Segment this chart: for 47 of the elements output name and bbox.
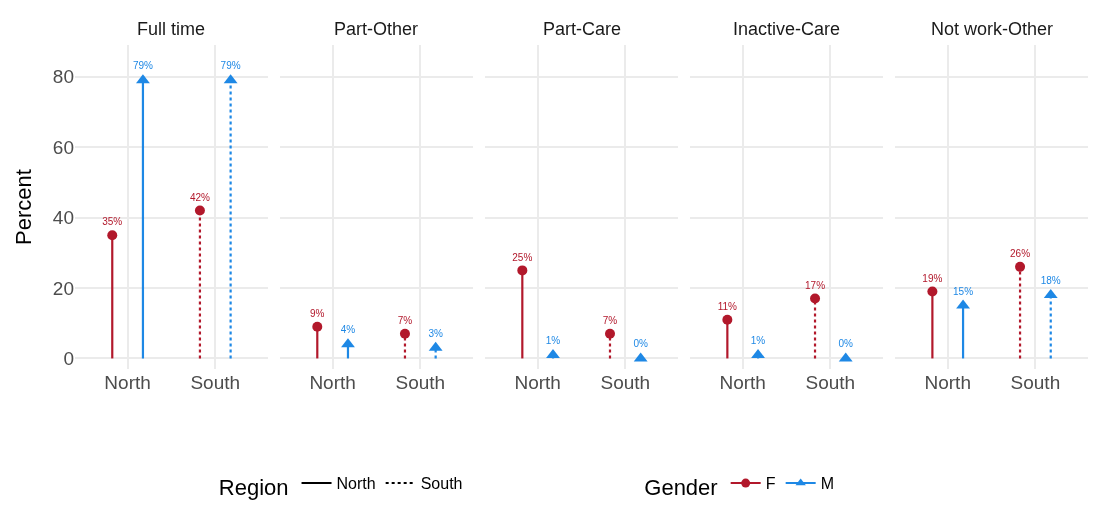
data-label: 9%	[310, 307, 325, 319]
data-label: 4%	[340, 324, 356, 336]
legend-label: M	[820, 475, 834, 493]
data-label: 25%	[512, 251, 533, 263]
y-tick-label: 0	[63, 348, 74, 370]
data-label: 42%	[189, 191, 211, 203]
data-label: 1%	[545, 334, 561, 346]
y-tick-label: 20	[52, 277, 74, 299]
x-tick-label: North	[514, 372, 561, 393]
data-label: 7%	[602, 315, 618, 327]
x-tick-label: North	[104, 372, 151, 393]
chart-title: Inactive-Care	[733, 19, 841, 39]
data-label: 18%	[1040, 275, 1061, 287]
chart-title: Part-Other	[334, 19, 419, 39]
data-label: 3%	[428, 327, 443, 339]
x-tick-label: South	[805, 372, 856, 393]
chart-title: Full time	[137, 19, 206, 39]
data-label: 0%	[633, 338, 649, 350]
data-label: 19%	[922, 272, 943, 284]
category-label: South	[420, 475, 463, 493]
y-tick-label: 80	[52, 66, 74, 88]
category-label: North	[336, 475, 376, 493]
data-label: 26%	[1010, 248, 1031, 260]
text: Gender	[644, 474, 718, 500]
data-label: 15%	[953, 285, 974, 297]
text: Region	[218, 474, 289, 500]
x-tick-label: South	[395, 372, 446, 393]
data-label: 79%	[132, 60, 154, 72]
data-label: 17%	[805, 279, 826, 291]
chart-title: Not work-Other	[931, 19, 1054, 39]
y-tick-label: 60	[52, 136, 74, 158]
x-tick-label: North	[309, 372, 356, 393]
data-label: 7%	[397, 315, 413, 327]
x-tick-label: North	[924, 372, 971, 393]
y-tick-label: 40	[52, 207, 74, 229]
data-label: 79%	[220, 60, 241, 72]
data-label: 1%	[750, 334, 766, 346]
data-label: 11%	[717, 300, 738, 312]
x-tick-label: South	[600, 372, 651, 393]
chart-title: Part-Care	[543, 19, 622, 39]
data-label: 0%	[838, 338, 854, 350]
x-tick-label: North	[719, 372, 766, 393]
legend-label: F	[765, 475, 776, 493]
y-axis-title: Percent	[10, 169, 36, 245]
data-label: 35%	[102, 216, 123, 228]
x-tick-label: South	[1010, 372, 1061, 393]
x-tick-label: South	[190, 372, 241, 393]
